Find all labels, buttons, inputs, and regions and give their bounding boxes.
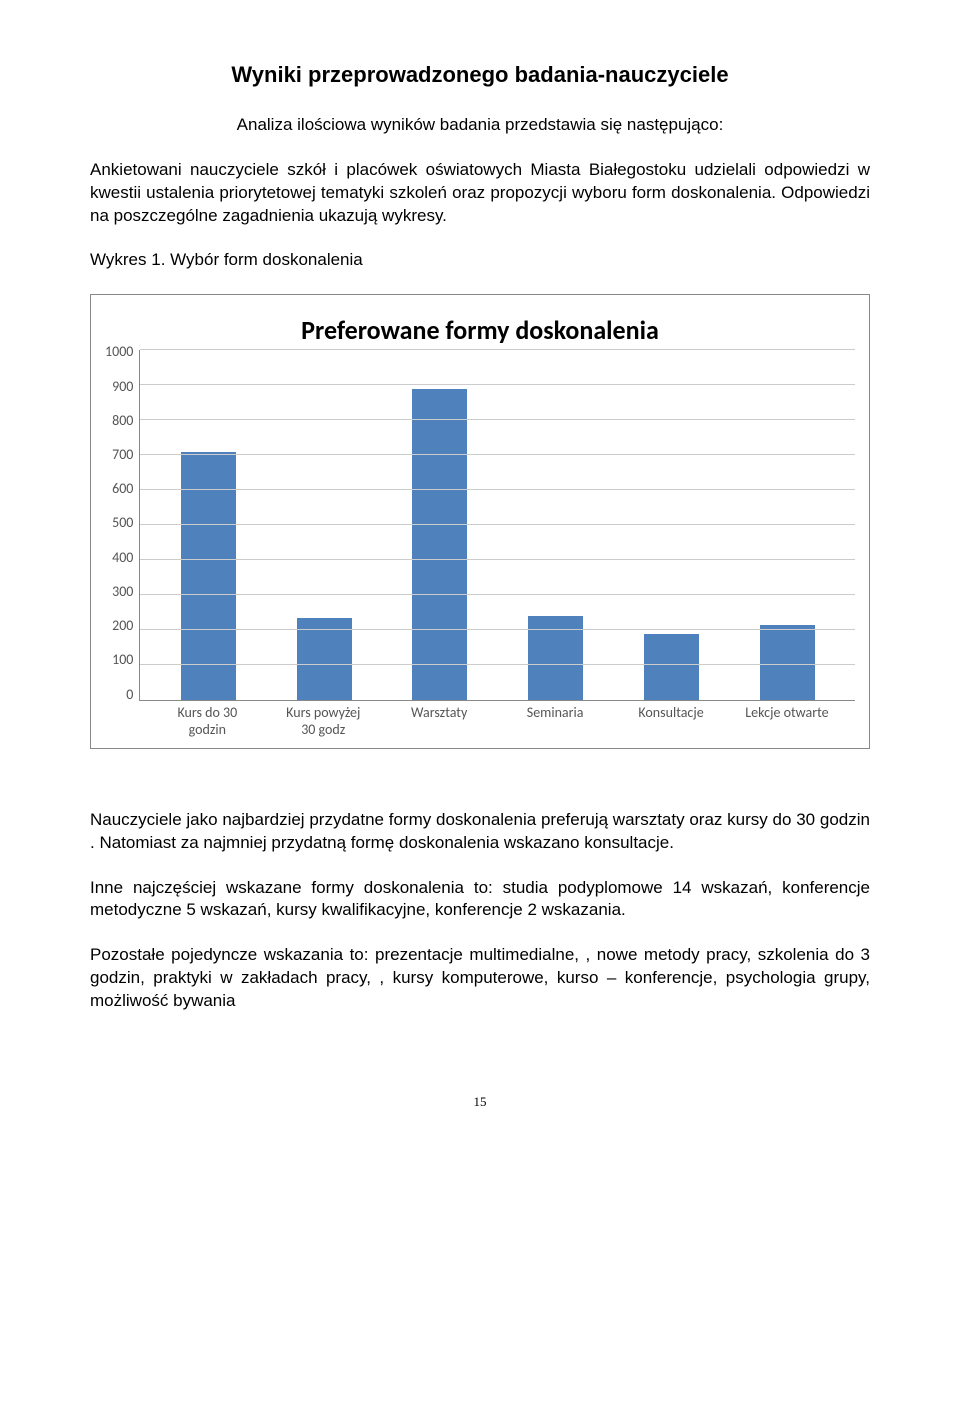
y-tick-label: 900: [112, 378, 133, 397]
gridline: [140, 419, 855, 420]
bar: [760, 625, 815, 700]
paragraph-2: Nauczyciele jako najbardziej przydatne f…: [90, 809, 870, 855]
bar: [644, 634, 699, 701]
page-number: 15: [90, 1093, 870, 1111]
y-tick-label: 0: [126, 686, 133, 705]
y-tick-label: 600: [112, 480, 133, 499]
gridline: [140, 349, 855, 350]
gridline: [140, 524, 855, 525]
y-tick-label: 100: [112, 651, 133, 670]
gridline: [140, 629, 855, 630]
y-tick-label: 800: [112, 412, 133, 431]
y-tick-label: 500: [112, 514, 133, 533]
chart-caption: Wykres 1. Wybór form doskonalenia: [90, 249, 870, 272]
x-tick-label: Kurs do 30 godzin: [162, 705, 252, 737]
gridline: [140, 594, 855, 595]
x-tick-label: Lekcje otwarte: [742, 705, 832, 737]
y-tick-label: 700: [112, 446, 133, 465]
chart-title: Preferowane formy doskonalenia: [105, 313, 855, 348]
chart-body: 10009008007006005004003002001000 Kurs do…: [105, 350, 855, 737]
bar: [297, 618, 352, 700]
gridline: [140, 489, 855, 490]
y-tick-label: 400: [112, 549, 133, 568]
intro-text: Analiza ilościowa wyników badania przeds…: [90, 114, 870, 137]
gridline: [140, 384, 855, 385]
paragraph-3: Inne najczęściej wskazane formy doskonal…: [90, 877, 870, 923]
y-tick-label: 300: [112, 583, 133, 602]
gridline: [140, 664, 855, 665]
bar: [412, 389, 467, 701]
chart-container: Preferowane formy doskonalenia 100090080…: [90, 294, 870, 748]
x-tick-label: Kurs powyżej 30 godz: [278, 705, 368, 737]
x-axis-labels: Kurs do 30 godzin Kurs powyżej 30 godz War…: [139, 701, 855, 737]
gridline: [140, 454, 855, 455]
gridline: [140, 559, 855, 560]
plot-area: [139, 350, 855, 701]
page-title: Wyniki przeprowadzonego badania-nauczyci…: [90, 60, 870, 90]
x-tick-label: Konsultacje: [626, 705, 716, 737]
x-tick-label: Warsztaty: [394, 705, 484, 737]
x-tick-label: Seminaria: [510, 705, 600, 737]
bars-group: [140, 350, 855, 700]
y-tick-label: 1000: [105, 343, 133, 362]
paragraph-4: Pozostałe pojedyncze wskazania to: preze…: [90, 944, 870, 1013]
y-axis: 10009008007006005004003002001000: [105, 343, 139, 704]
paragraph-1: Ankietowani nauczyciele szkół i placówek…: [90, 159, 870, 228]
y-tick-label: 200: [112, 617, 133, 636]
